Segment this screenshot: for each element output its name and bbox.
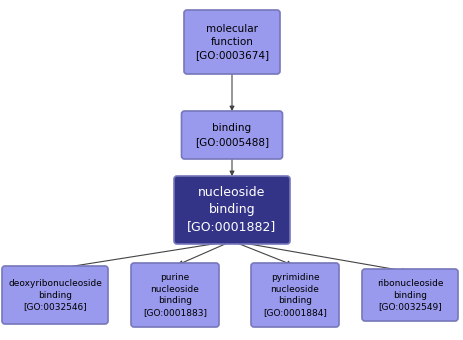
Text: pyrimidine
nucleoside
binding
[GO:0001884]: pyrimidine nucleoside binding [GO:000188… xyxy=(263,273,326,317)
FancyBboxPatch shape xyxy=(184,10,279,74)
FancyBboxPatch shape xyxy=(361,269,457,321)
FancyBboxPatch shape xyxy=(250,263,338,327)
Text: nucleoside
binding
[GO:0001882]: nucleoside binding [GO:0001882] xyxy=(187,187,276,234)
Text: purine
nucleoside
binding
[GO:0001883]: purine nucleoside binding [GO:0001883] xyxy=(143,273,206,317)
FancyBboxPatch shape xyxy=(174,176,289,244)
FancyBboxPatch shape xyxy=(131,263,219,327)
Text: binding
[GO:0005488]: binding [GO:0005488] xyxy=(194,123,269,147)
FancyBboxPatch shape xyxy=(2,266,108,324)
Text: molecular
function
[GO:0003674]: molecular function [GO:0003674] xyxy=(194,24,269,60)
Text: ribonucleoside
binding
[GO:0032549]: ribonucleoside binding [GO:0032549] xyxy=(376,279,442,311)
FancyBboxPatch shape xyxy=(181,111,282,159)
Text: deoxyribonucleoside
binding
[GO:0032546]: deoxyribonucleoside binding [GO:0032546] xyxy=(8,279,102,311)
